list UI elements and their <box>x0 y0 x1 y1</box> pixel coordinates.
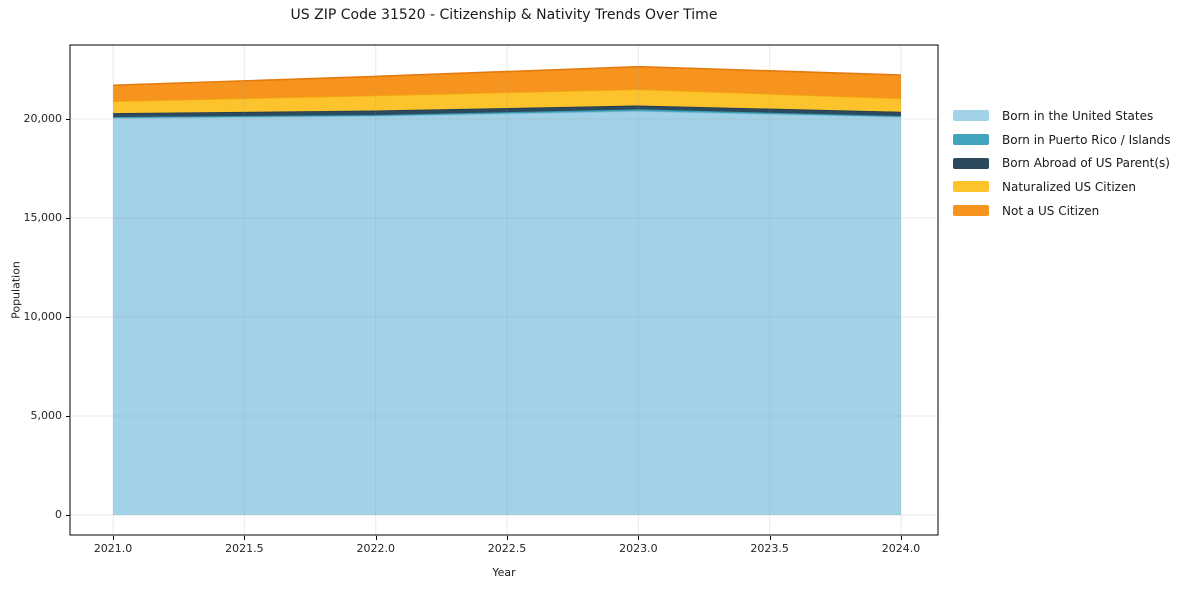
x-tick-mark <box>507 536 509 540</box>
x-tick-mark <box>113 536 115 540</box>
chart-title: US ZIP Code 31520 - Citizenship & Nativi… <box>290 7 718 23</box>
x-tick-label: 2024.0 <box>881 542 921 555</box>
x-tick-label: 2021.5 <box>225 542 264 555</box>
x-tick-label: 2021.0 <box>93 542 133 555</box>
legend-label: Born in the United States <box>1002 108 1154 123</box>
x-tick-mark <box>638 536 640 540</box>
legend-swatch-born-abroad-of-us-parent-s <box>953 157 989 169</box>
boundary-line-not-a-us-citizen <box>113 65 902 87</box>
legend-label: Born Abroad of US Parent(s) <box>1002 156 1170 171</box>
y-tick-label: 5,000 <box>30 408 63 422</box>
x-tick-label: 2023.5 <box>750 542 789 555</box>
legend-swatch-born-in-the-united-states <box>953 110 989 122</box>
legend-swatch-not-a-us-citizen <box>953 205 989 217</box>
x-tick-mark <box>900 536 902 540</box>
area-not-a-us-citizen <box>113 66 902 102</box>
x-tick-mark <box>244 536 246 540</box>
y-tick-mark <box>66 316 70 318</box>
y-tick-label: 15,000 <box>23 210 63 224</box>
legend-swatch-born-in-puerto-rico-islands <box>953 134 989 146</box>
legend-label: Born in Puerto Rico / Islands <box>1002 132 1171 147</box>
legend-item-born-in-puerto-rico-islands: Born in Puerto Rico / Islands <box>953 128 1171 152</box>
area-born-abroad-of-us-parent-s <box>113 105 902 117</box>
x-tick-label: 2022.5 <box>487 542 527 555</box>
area-naturalized-us-citizen <box>113 89 902 114</box>
x-tick-mark <box>769 536 771 540</box>
plot-spines <box>69 44 939 536</box>
legend: Born in the United States Born in Puerto … <box>953 104 1171 222</box>
legend-item-naturalized-us-citizen: Naturalized US Citizen <box>953 175 1171 199</box>
legend-item-not-a-us-citizen: Not a US Citizen <box>953 199 1171 223</box>
legend-label: Not a US Citizen <box>1002 203 1100 218</box>
x-tick-mark <box>375 536 377 540</box>
x-tick-label: 2023.0 <box>619 542 658 555</box>
y-tick-mark <box>66 217 70 219</box>
y-tick-label: 10,000 <box>23 309 63 323</box>
legend-label: Naturalized US Citizen <box>1002 179 1136 194</box>
y-tick-label: 0 <box>55 508 62 521</box>
legend-item-born-abroad-of-us-parent-s: Born Abroad of US Parent(s) <box>953 151 1171 175</box>
legend-swatch-naturalized-us-citizen <box>953 181 989 193</box>
plot-area <box>69 44 939 536</box>
legend-item-born-in-the-united-states: Born in the United States <box>953 104 1171 128</box>
y-tick-mark <box>66 415 70 417</box>
y-axis-label: Population <box>9 261 23 319</box>
y-tick-mark <box>66 118 70 120</box>
x-tick-label: 2022.0 <box>356 542 395 555</box>
y-tick-label: 20,000 <box>23 111 63 125</box>
x-axis-label: Year <box>492 566 516 579</box>
y-tick-mark <box>66 515 70 516</box>
area-born-in-the-united-states <box>113 111 902 515</box>
